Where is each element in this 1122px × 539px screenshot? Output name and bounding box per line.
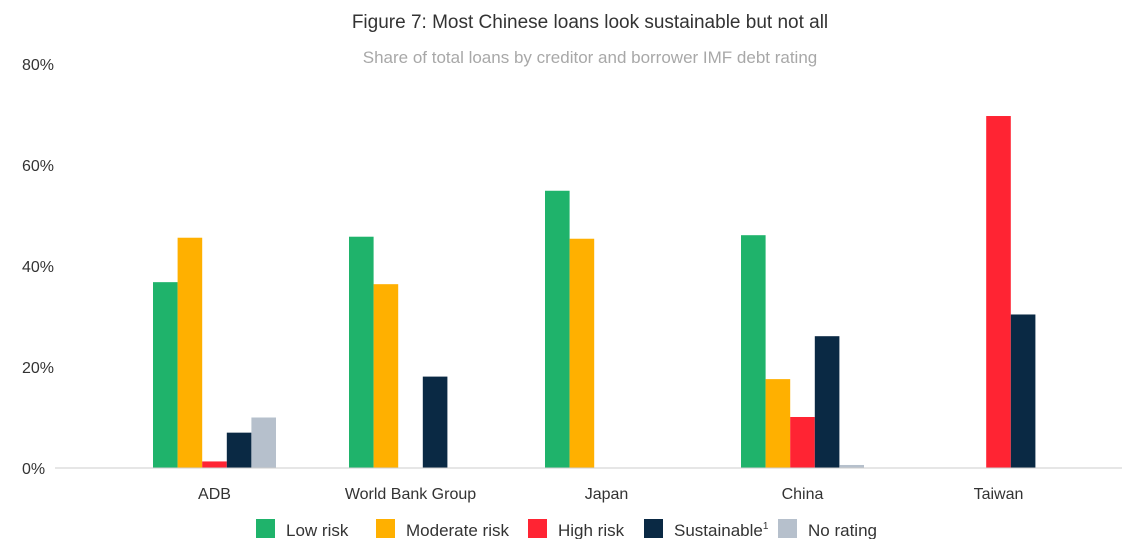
legend-label: Sustainable1 [674,521,769,539]
legend-label: High risk [558,521,625,539]
x-tick-label: ADB [198,486,231,503]
legend-label: Moderate risk [406,521,509,539]
bar [1010,314,1036,468]
legend-swatch [376,519,395,538]
bar [202,461,227,468]
x-tick-label: Japan [585,486,629,503]
bar [986,116,1011,468]
bar [569,238,595,468]
legend-label: Low risk [286,521,349,539]
legend-swatch [256,519,275,538]
legend-swatch [778,519,797,538]
bar [839,464,864,468]
bar [373,284,399,468]
x-axis: ADB World Bank Group Japan China Taiwan [198,486,1023,503]
y-tick-label: 20% [22,360,54,377]
y-axis: 0% 20% 40% 60% 80% [22,57,54,478]
bar [177,237,203,468]
y-tick-label: 80% [22,57,54,74]
chart-subtitle: Share of total loans by creditor and bor… [363,48,818,67]
x-tick-label: China [782,486,824,503]
bar [251,417,276,468]
bar [226,432,252,468]
bar [790,416,815,468]
bar [153,282,178,468]
y-tick-label: 60% [22,158,54,175]
bar [422,376,448,468]
legend-swatch [644,519,663,538]
bars [153,116,1036,468]
bar [741,235,766,468]
x-tick-label: World Bank Group [345,486,476,503]
bar [765,379,791,468]
legend-swatch [528,519,547,538]
bar [814,336,840,468]
bar [349,236,374,468]
legend-label: No rating [808,521,877,539]
x-tick-label: Taiwan [974,486,1024,503]
y-tick-label: 0% [22,461,45,478]
legend: Low risk Moderate risk High risk Sustainabl… [256,519,877,539]
bar [545,190,570,468]
y-tick-label: 40% [22,259,54,276]
chart-title: Figure 7: Most Chinese loans look sustai… [352,12,828,33]
